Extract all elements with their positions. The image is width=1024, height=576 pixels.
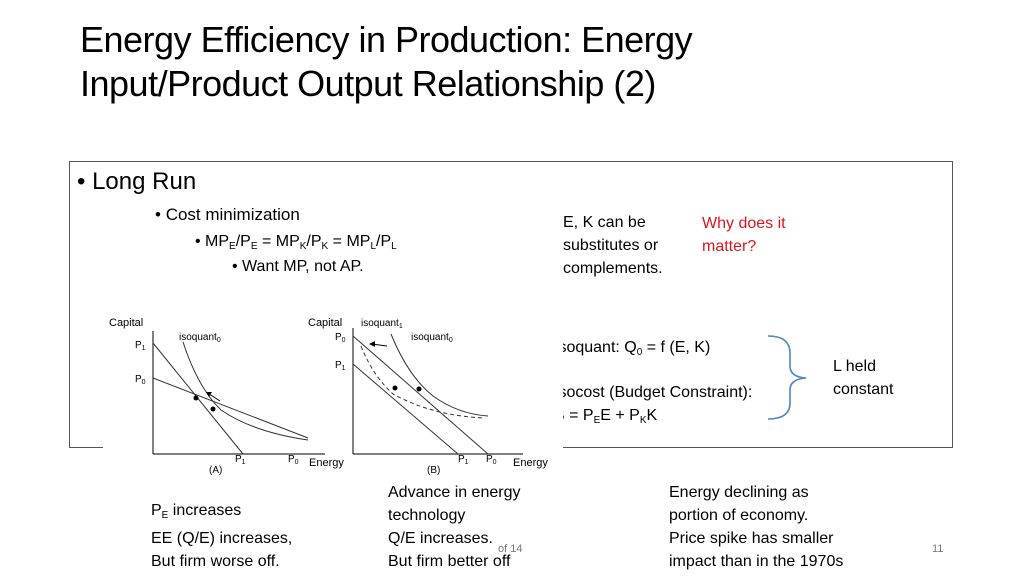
- bullet-want-mp-text: Want MP, not AP.: [242, 258, 364, 275]
- slide-title: Energy Efficiency in Production: Energy …: [80, 18, 693, 106]
- bullet-cost-min: • Cost minimization: [155, 205, 300, 224]
- axis-label-capital-b: Capital: [308, 317, 342, 329]
- note-l-held: L held constant: [833, 358, 894, 398]
- label-p0-x-a: P0: [288, 454, 299, 466]
- point-b1: [392, 385, 398, 391]
- axis-label-energy-a: Energy: [309, 457, 344, 469]
- point-a1: [193, 395, 199, 401]
- label-p1-b: P1: [335, 360, 346, 372]
- page-number: 11: [932, 543, 944, 555]
- note-pe-increases: PE increases EE (Q/E) increases, But fir…: [151, 502, 293, 570]
- label-p0-b: P0: [335, 332, 346, 344]
- note-advance-energy: Advance in energy technology Q/E increas…: [388, 484, 521, 570]
- isoquant-curve-a: [182, 341, 309, 441]
- isocost-a2: [152, 377, 309, 439]
- isocost-b1: [352, 363, 459, 455]
- bullet-mp-ratio: • MPE/PE = MPK/PK = MPL/PL: [195, 233, 397, 252]
- title-line-1: Energy Efficiency in Production: Energy: [80, 19, 693, 60]
- bullet-long-run: • Long Run: [77, 168, 197, 195]
- label-p1-x-b: P1: [458, 454, 469, 466]
- bullet-long-run-text: Long Run: [92, 168, 197, 195]
- point-b2: [416, 386, 422, 392]
- note-isocost: Isocost (Budget Constraint): B = PEE + P…: [554, 384, 753, 426]
- isoquant1-label-b: isoquant1: [361, 318, 403, 330]
- isoquant0-label-b: isoquant0: [411, 332, 453, 344]
- isocost-b0: [352, 335, 489, 455]
- note-why-matter: Why does it matter?: [702, 215, 786, 255]
- page-total: of 14: [498, 543, 523, 555]
- point-a2: [210, 406, 216, 412]
- axis-label-capital-a: Capital: [109, 317, 143, 329]
- bullet-cost-min-text: Cost minimization: [165, 205, 300, 224]
- axis-label-energy-b: Energy: [513, 457, 548, 469]
- isoquant-figure: Capital P1 P0 isoquant0 P1 P0 Energy (A)…: [103, 306, 563, 486]
- note-substitutes: E, K can be substitutes or complements.: [563, 214, 663, 277]
- note-energy-declining: Energy declining as portion of economy. …: [669, 484, 844, 570]
- title-line-2: Input/Product Output Relationship (2): [80, 63, 656, 104]
- note-isoquant: Isoquant: Q0 = f (E, K): [554, 339, 711, 358]
- isoquant-label-a: isoquant0: [179, 332, 221, 344]
- panel-label-b: (B): [427, 465, 440, 476]
- label-p1-x-a: P1: [235, 454, 246, 466]
- isoquant0-curve-b: [390, 333, 489, 417]
- panel-label-a: (A): [209, 465, 222, 476]
- isoquant1-curve-b: [360, 345, 486, 419]
- label-p1-a: P1: [135, 340, 146, 352]
- bullet-want-mp: • Want MP, not AP.: [232, 258, 364, 275]
- curly-brace-icon: [767, 335, 807, 420]
- label-p0-a: P0: [135, 374, 146, 386]
- label-p0-x-b: P0: [486, 454, 497, 466]
